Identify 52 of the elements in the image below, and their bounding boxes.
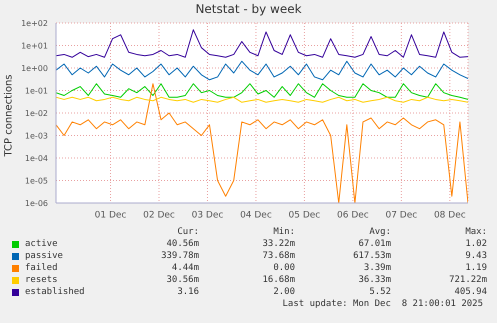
line-series: [56, 29, 468, 58]
legend-label: failed: [25, 262, 58, 274]
text: 36.33m: [357, 274, 391, 286]
x-tick-label: 07 Dec: [385, 210, 418, 220]
text: 33.22m: [261, 238, 295, 250]
y-tick-label: 1e-06: [24, 198, 48, 208]
text: 1.19: [464, 262, 487, 274]
legend-label: resets: [25, 274, 58, 286]
x-tick-label: 08 Dec: [434, 210, 466, 220]
line-series: [56, 60, 468, 80]
text: Min:: [272, 226, 295, 238]
text: 40.56m: [165, 238, 199, 250]
text: 4.44m: [170, 262, 199, 274]
text: 339.78m: [160, 250, 199, 262]
y-tick-label: 1e+01: [21, 41, 48, 50]
text: 405.94: [453, 286, 487, 298]
y-tick-label: 1e+00: [21, 64, 48, 73]
text: 3.39m: [362, 262, 391, 274]
y-tick-label: 1e+02: [21, 18, 48, 28]
text: Last update: Mon Dec 8 21:00:01 2025: [282, 298, 483, 310]
text: 1.02: [464, 238, 487, 250]
text: 3.16: [176, 286, 199, 298]
text: 721.22m: [448, 274, 487, 286]
legend-label: established: [25, 286, 85, 298]
y-tick-label: 1e-01: [24, 86, 48, 96]
legend-label: passive: [25, 250, 63, 262]
text: 9.43: [464, 250, 487, 262]
legend-label: active: [25, 238, 58, 250]
text: 2.00: [272, 286, 295, 298]
chart-title: Netstat - by week: [194, 2, 303, 16]
text: 67.01m: [357, 238, 391, 250]
text: 0.00: [272, 262, 295, 274]
y-tick-label: 1e-02: [24, 108, 48, 118]
y-tick-label: 1e-05: [24, 176, 48, 186]
y-tick-label: 1e-04: [24, 154, 48, 163]
text: Cur:: [176, 226, 199, 238]
x-tick-label: 01 Dec: [94, 210, 126, 220]
text: 617.53m: [352, 250, 391, 262]
text: 16.68m: [261, 274, 295, 286]
x-tick-label: 05 Dec: [288, 210, 320, 220]
x-tick-label: 02 Dec: [143, 210, 175, 220]
line-series: [56, 83, 468, 100]
x-tick-label: 03 Dec: [192, 210, 224, 220]
text: Max:: [464, 226, 487, 238]
y-axis-title: TCP connections: [4, 74, 14, 156]
x-tick-label: 06 Dec: [337, 210, 369, 220]
text: 30.56m: [165, 274, 199, 286]
y-tick-label: 1e-03: [24, 131, 48, 140]
text: Avg:: [368, 226, 391, 238]
x-tick-label: 04 Dec: [240, 210, 272, 220]
text: 5.52: [368, 286, 391, 298]
text: 73.68m: [261, 250, 295, 262]
